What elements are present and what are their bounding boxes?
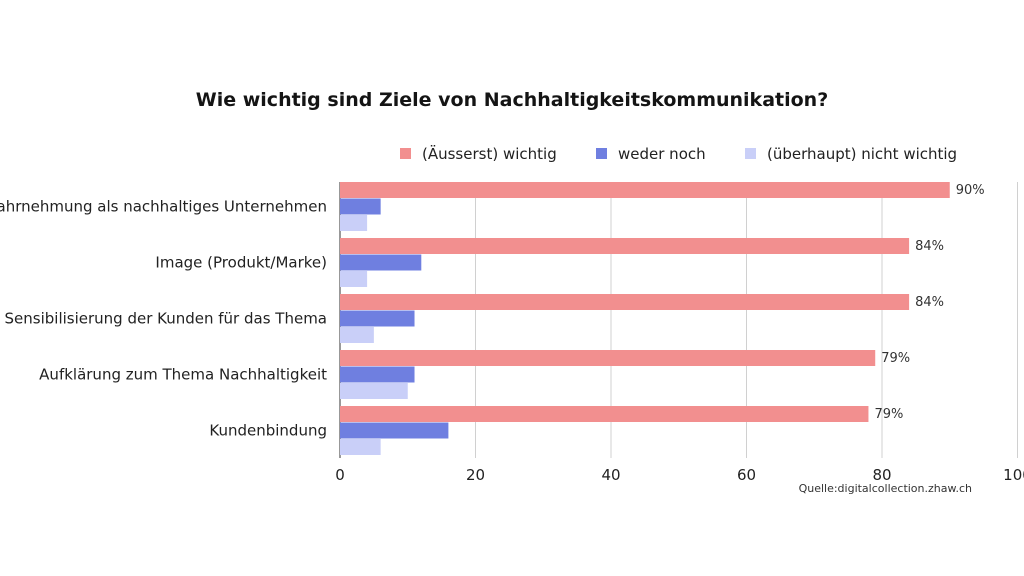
legend: (Äusserst) wichtig weder noch (überhaupt) … <box>400 144 957 163</box>
legend-swatch <box>745 148 756 159</box>
category-label: Image (Produkt/Marke) <box>155 254 327 272</box>
x-tick-label: 40 <box>601 466 620 484</box>
bar <box>340 439 381 455</box>
data-label: 90% <box>956 183 985 198</box>
bar <box>340 310 415 327</box>
x-tick-label: 20 <box>466 466 485 484</box>
data-label: 84% <box>915 295 944 310</box>
legend-item: (überhaupt) nicht wichtig <box>745 145 957 163</box>
source-note: Quelle:digitalcollection.zhaw.ch <box>799 482 972 495</box>
category-label: Aufklärung zum Thema Nachhaltigkeit <box>39 366 327 384</box>
legend-item: weder noch <box>596 145 706 163</box>
legend-item: (Äusserst) wichtig <box>400 144 557 163</box>
bar <box>340 198 381 215</box>
legend-label: weder noch <box>618 145 706 163</box>
bar <box>340 215 368 231</box>
x-tick-label: 60 <box>737 466 756 484</box>
bar <box>340 182 950 198</box>
bar <box>340 271 368 287</box>
chart-title: Wie wichtig sind Ziele von Nachhaltigkei… <box>196 89 828 111</box>
category-label: Kundenbindung <box>209 422 327 440</box>
bars <box>340 182 950 455</box>
category-label: Sensibilisierung der Kunden für das Them… <box>5 310 327 328</box>
data-label: 79% <box>881 351 910 366</box>
bar <box>340 327 374 343</box>
legend-label: (Äusserst) wichtig <box>422 144 557 163</box>
x-tick-label: 80 <box>872 466 891 484</box>
bar <box>340 406 869 422</box>
legend-label: (überhaupt) nicht wichtig <box>767 145 957 163</box>
legend-swatch <box>596 148 607 159</box>
data-labels: 90% 84% 84% 79% 79% <box>874 183 984 422</box>
x-tick-label: 0 <box>335 466 345 484</box>
data-label: 84% <box>915 239 944 254</box>
bar <box>340 238 910 254</box>
bar <box>340 383 408 399</box>
bar <box>340 422 449 439</box>
legend-swatch <box>400 148 411 159</box>
bar <box>340 350 876 366</box>
data-label: 79% <box>874 407 903 422</box>
bar <box>340 294 910 310</box>
bar <box>340 254 422 271</box>
x-tick-label: 100 <box>1003 466 1024 484</box>
category-labels: Wahrnehmung als nachhaltiges Unternehmen… <box>0 198 327 440</box>
category-label: Wahrnehmung als nachhaltiges Unternehmen <box>0 198 327 216</box>
bar <box>340 366 415 383</box>
x-axis-ticks: 0 20 40 60 80 100 <box>335 466 1024 484</box>
